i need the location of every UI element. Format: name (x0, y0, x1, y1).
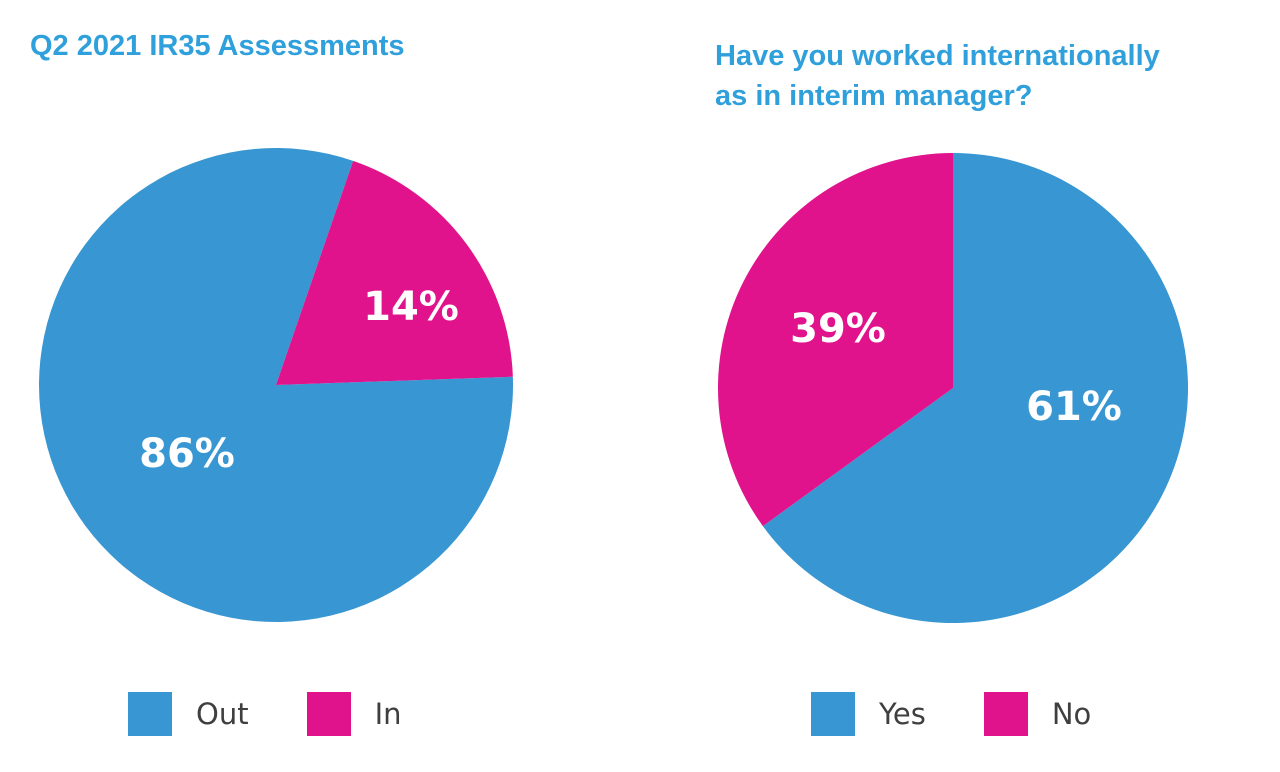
legend-label-in: In (374, 696, 402, 731)
left-pie-title: Q2 2021 IR35 Assessments (30, 30, 405, 62)
right-pie-title: Have you worked internationally as in in… (715, 36, 1160, 116)
legend-swatch-out (128, 691, 172, 736)
slice-percentage-label-yes: 61% (1026, 384, 1122, 430)
legend-swatch-no (983, 691, 1028, 736)
legend-label-no: No (1051, 696, 1092, 731)
legend-item-in: In (306, 691, 402, 736)
legend-item-yes: Yes (811, 691, 926, 736)
right-pie-legend: Yes No (811, 691, 1091, 736)
legend-swatch-in (306, 691, 351, 736)
pie-slice-in (276, 160, 513, 385)
legend-item-out: Out (128, 691, 249, 736)
right-pie-chart: 61% 39% (717, 153, 1188, 623)
pie-slice-yes (762, 153, 1188, 623)
right-pie-title-line-2: as in interim manager? (715, 80, 1033, 112)
pie-slice-out (39, 147, 514, 622)
right-pie-title-line-1: Have you worked internationally (715, 40, 1160, 72)
slice-percentage-label-out: 86% (139, 431, 235, 477)
left-pie-chart: 86% 14% (39, 147, 514, 622)
slice-percentage-label-in: 14% (363, 284, 459, 330)
slice-percentage-label-no: 39% (790, 306, 886, 352)
legend-label-out: Out (196, 696, 249, 731)
legend-swatch-yes (811, 691, 855, 736)
left-pie-legend: Out In (128, 691, 402, 736)
pie-slice-no (717, 153, 953, 527)
legend-item-no: No (983, 691, 1092, 736)
legend-label-yes: Yes (879, 696, 926, 731)
